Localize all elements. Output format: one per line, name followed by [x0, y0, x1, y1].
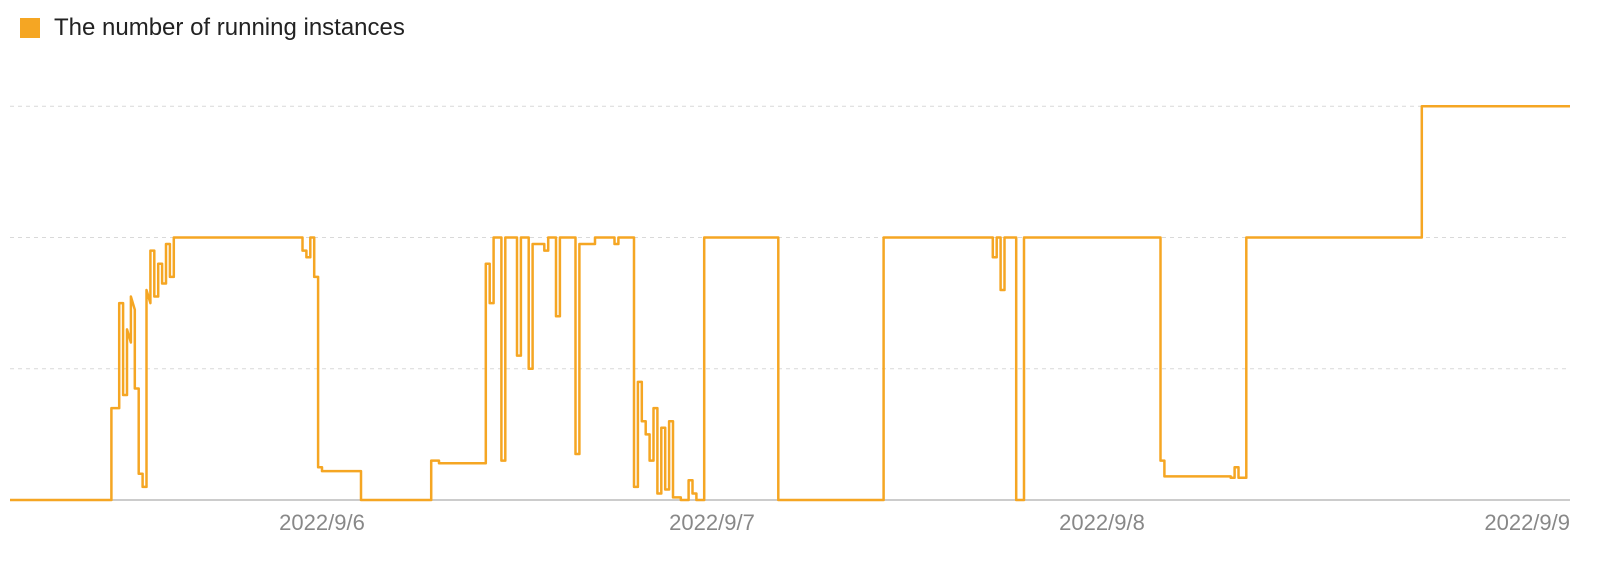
x-tick-label: 2022/9/8: [1059, 510, 1145, 536]
legend-label: The number of running instances: [54, 14, 405, 42]
instances-chart: The number of running instances 2022/9/6…: [0, 0, 1600, 566]
x-tick-label: 2022/9/7: [669, 510, 755, 536]
plot-area: [10, 80, 1570, 502]
x-tick-label: 2022/9/6: [279, 510, 365, 536]
legend: The number of running instances: [20, 14, 405, 42]
legend-swatch: [20, 18, 40, 38]
x-tick-label: 2022/9/9: [1484, 510, 1570, 536]
